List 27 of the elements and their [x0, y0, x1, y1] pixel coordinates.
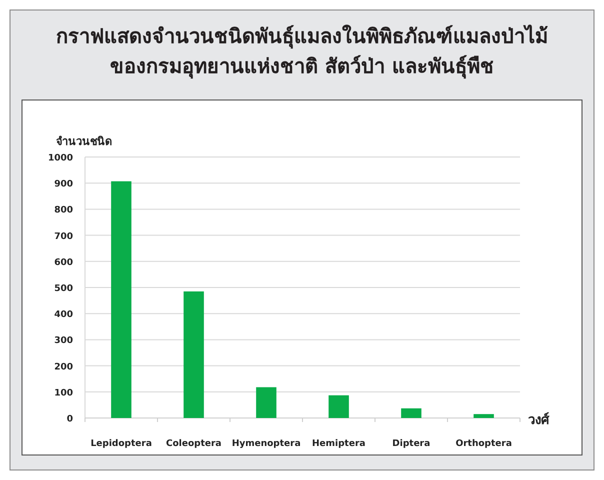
bar: [328, 395, 349, 418]
y-tick-label: 900: [54, 180, 73, 190]
bar: [256, 387, 276, 418]
chart-title: กราฟแสดงจำนวนชนิดพันธุ์แมลงในพิพิธภัณฑ์แมลงป่าไม้ ของกรมอุทยานแห่งชาติ สัตว์ป่า และพันธุ์พืช: [56, 24, 548, 79]
y-tick-label: 100: [54, 388, 73, 398]
bar: [474, 414, 494, 418]
y-tick-label: 300: [54, 336, 73, 346]
x-axis-title: วงศ์: [528, 412, 550, 428]
y-axis-title: จำนวนชนิด: [56, 135, 112, 148]
x-tick-label: Diptera: [392, 439, 430, 449]
x-tick-label: Hymenoptera: [232, 439, 301, 449]
x-tick-label: Coleoptera: [166, 439, 222, 449]
y-tick-label: 500: [54, 284, 73, 294]
bar: [401, 408, 422, 418]
x-tick-label: Lepidoptera: [90, 439, 152, 449]
x-tick-label: Hemiptera: [312, 439, 366, 449]
y-tick-label: 1000: [48, 154, 73, 164]
y-tick-label: 0: [66, 414, 73, 424]
plot: 0 100 200 300 400 500 600 700 800 900 1000 Lepidoptera Coleoptera Hymenoptera Hemiptera Diptera Orthoptera: [48, 154, 520, 449]
y-tick-label: 400: [54, 310, 73, 320]
y-tick-label: 700: [54, 232, 73, 242]
bar: [111, 181, 132, 418]
y-tick-label: 200: [54, 362, 73, 372]
y-tick-label: 800: [54, 206, 73, 216]
bar: [184, 291, 204, 418]
x-tick-label: Orthoptera: [456, 439, 512, 449]
y-tick-label: 600: [54, 258, 73, 268]
